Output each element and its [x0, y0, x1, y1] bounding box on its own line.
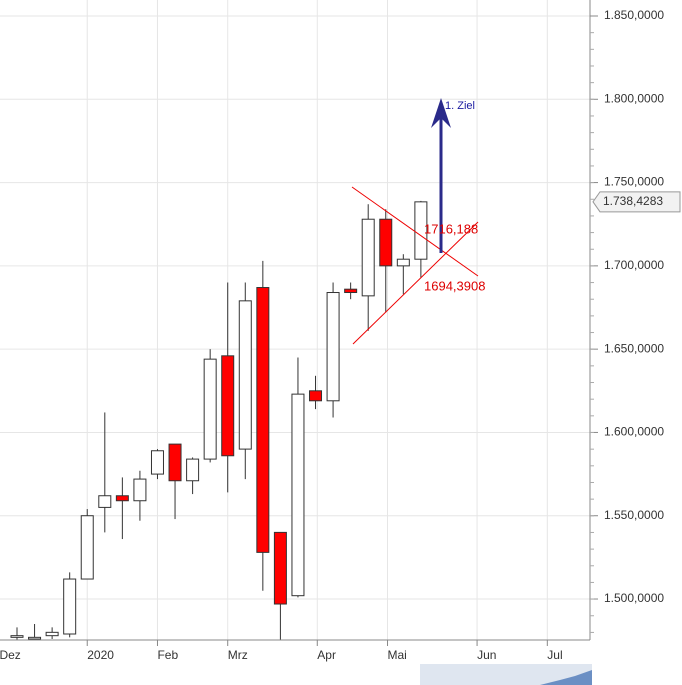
candle-body [133, 478, 147, 502]
x-tick-label: Feb [157, 648, 178, 662]
pattern [351, 98, 479, 345]
candle-body [414, 201, 428, 260]
annotation: 1. Ziel [445, 100, 475, 112]
candle-body [150, 450, 164, 475]
y-tick-label: 1.750,0000 [604, 175, 664, 189]
y-tick-label: 1.850,0000 [604, 8, 664, 22]
last-price-tag [592, 191, 681, 213]
candle-body [98, 495, 112, 508]
annotation: 1694,3908 [424, 278, 485, 293]
candle-body [361, 218, 375, 297]
candle-body [291, 393, 305, 597]
y-tick-label: 1.550,0000 [604, 508, 664, 522]
arrow-head [431, 98, 451, 128]
candle-body [256, 287, 270, 553]
candle-body [115, 495, 129, 502]
x-tick-label: Jun [477, 648, 496, 662]
last-price-label: 1.738,4283 [603, 194, 663, 208]
candle-body [28, 636, 42, 640]
candle-body [80, 515, 94, 580]
candle-body [309, 390, 323, 402]
candle-body [238, 300, 252, 450]
candles [10, 200, 428, 640]
candle-body [396, 258, 410, 267]
grid [0, 0, 590, 640]
navigator-series [540, 670, 592, 685]
annotations: 1716,188 1694,3908 1. Ziel [424, 100, 485, 294]
x-tick-label: 2020 [87, 648, 114, 662]
y-tick-label: 1.500,0000 [604, 591, 664, 605]
x-tick-label: Dez [0, 648, 21, 662]
candle-body [63, 578, 77, 635]
y-tick-label: 1.650,0000 [604, 341, 664, 355]
candle-body [221, 355, 235, 457]
x-tick-label: Mai [388, 648, 407, 662]
y-tick-label: 1.800,0000 [604, 91, 664, 105]
y-tick-label: 1.700,0000 [604, 258, 664, 272]
annotation: 1716,188 [424, 221, 478, 236]
x-tick-label: Apr [317, 648, 336, 662]
x-tick-label: Mrz [228, 648, 248, 662]
trend-line [351, 186, 479, 277]
axes: 1.500,0000 1.550,0000 1.600,0000 1.650,0000… [0, 0, 681, 662]
x-tick-label: Jul [547, 648, 562, 662]
candle-body [186, 458, 200, 482]
candle-body [10, 635, 24, 638]
navigator [420, 664, 592, 685]
candle-body [273, 531, 287, 605]
candle-body [203, 358, 217, 460]
candle-body [326, 292, 340, 402]
y-tick-label: 1.600,0000 [604, 425, 664, 439]
candle-body [379, 218, 393, 267]
candle-body [45, 631, 59, 637]
candle-body [168, 443, 182, 482]
trend-line [352, 221, 479, 345]
candle-body [344, 288, 358, 294]
